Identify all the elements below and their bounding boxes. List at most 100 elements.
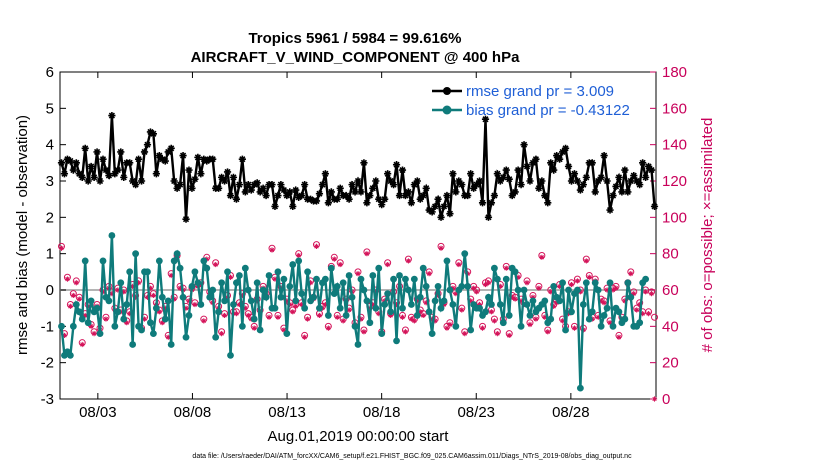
obs-assimilated-point <box>162 305 168 311</box>
bias-point <box>194 279 202 287</box>
obs-assimilated-point <box>565 311 572 317</box>
bias-point <box>185 312 193 319</box>
rmse-point <box>173 184 181 192</box>
rmse-point <box>229 173 238 181</box>
bias-point <box>449 301 457 308</box>
obs-assimilated-point <box>530 294 536 300</box>
rmse-point <box>639 159 647 167</box>
rmse-point <box>366 191 374 200</box>
bias-point <box>203 264 211 272</box>
bias-point <box>333 282 341 290</box>
bias-point <box>188 282 196 290</box>
obs-assimilated-point <box>634 307 640 313</box>
rmse-point <box>458 181 466 189</box>
rmse-point <box>452 188 460 196</box>
bias-point <box>108 232 116 239</box>
bias-point <box>161 315 169 323</box>
bias-point <box>321 275 329 283</box>
bias-point <box>244 286 252 294</box>
bias-point <box>253 279 261 287</box>
bias-point <box>310 293 317 301</box>
rmse-point <box>161 157 169 165</box>
bias-point <box>84 319 92 327</box>
rmse-point <box>422 184 430 192</box>
obs-assimilated-point <box>245 312 251 319</box>
rmse-point <box>108 112 116 120</box>
rmse-point <box>289 202 297 211</box>
rmse-point <box>158 155 166 163</box>
obs-assimilated-point <box>177 285 183 291</box>
rmse-point <box>615 173 623 181</box>
y2-tick-label: 160 <box>662 100 687 117</box>
obs-assimilated-point <box>186 298 192 304</box>
bias-point <box>354 341 362 348</box>
rmse-point <box>481 115 490 123</box>
rmse-point <box>579 181 587 189</box>
bias-point <box>372 304 380 312</box>
plot-frame <box>59 71 657 400</box>
obs-assimilated-point <box>568 281 575 288</box>
bias-point <box>66 352 74 359</box>
bias-point <box>259 286 267 294</box>
x-axis-label: Aug.01,2019 00:00:00 start <box>268 428 450 445</box>
obs-assimilated-point <box>571 325 578 331</box>
rmse-point <box>505 175 513 183</box>
bias-point <box>111 322 119 330</box>
y2-tick-label: 180 <box>662 64 687 81</box>
rmse-point <box>470 184 478 192</box>
bias-point <box>158 293 166 301</box>
bias-point <box>164 297 172 305</box>
obs-assimilated-point <box>574 278 581 284</box>
rmse-point <box>612 182 620 191</box>
bias-point <box>152 304 160 312</box>
rmse-point <box>140 148 149 156</box>
rmse-point <box>547 159 555 167</box>
rmse-point <box>428 208 436 216</box>
bias-point <box>230 301 237 308</box>
rmse-point <box>490 191 498 200</box>
rmse-point <box>389 181 398 189</box>
bias-point <box>99 257 107 265</box>
obs-assimilated-point <box>405 258 412 264</box>
rmse-point <box>523 162 531 171</box>
rmse-point <box>306 195 315 203</box>
bias-point <box>327 264 335 272</box>
chart-title: Tropics 5961 / 5984 = 99.616% <box>248 30 461 47</box>
bias-point <box>568 308 575 316</box>
rmse-point <box>262 191 270 200</box>
obs-assimilated-point <box>236 301 242 308</box>
y-tick-label: 5 <box>46 100 54 117</box>
rmse-point <box>392 161 401 169</box>
bias-point <box>437 304 445 312</box>
obs-assimilated-point <box>399 314 406 320</box>
obs-assimilated-point <box>631 291 637 297</box>
rmse-point <box>467 170 475 178</box>
obs-assimilated-point <box>159 320 165 326</box>
rmse-point <box>226 191 235 200</box>
bias-point <box>627 293 635 301</box>
x-tick-label: 08/03 <box>79 404 117 421</box>
obs-assimilated-point <box>227 274 234 280</box>
bias-point <box>603 304 611 312</box>
obs-assimilated-point <box>213 261 219 268</box>
bias-point <box>585 315 593 323</box>
rmse-point <box>407 199 415 207</box>
rmse-point <box>99 155 107 163</box>
bias-point <box>72 301 80 308</box>
bias-point <box>499 319 507 327</box>
bias-point <box>235 272 243 279</box>
rmse-point <box>286 188 294 196</box>
y-tick-label: 6 <box>46 64 54 81</box>
bias-point <box>274 268 282 276</box>
bias-point <box>452 322 460 330</box>
bias-point <box>304 268 311 276</box>
bias-point <box>114 308 122 316</box>
y2-tick-label: 100 <box>662 209 687 226</box>
x-axis-ticks: 08/03 08/08 08/13 08/18 08/23 08/28 <box>79 72 590 421</box>
bias-point <box>422 282 430 290</box>
obs-assimilated-point <box>604 287 610 293</box>
obs-assimilated-point <box>242 305 248 311</box>
bias-point <box>96 330 104 337</box>
obs-assimilated-point <box>144 294 151 300</box>
bias-point <box>517 322 525 330</box>
